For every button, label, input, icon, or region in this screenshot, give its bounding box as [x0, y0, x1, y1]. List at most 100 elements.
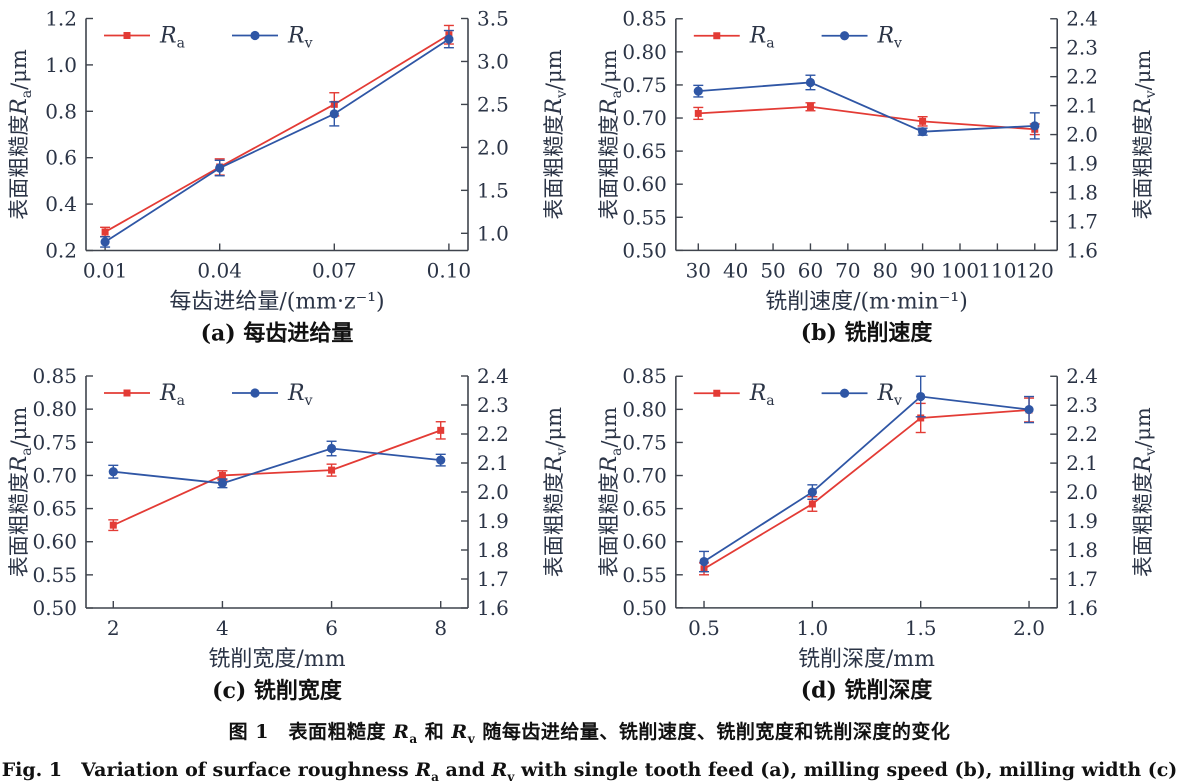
ra-symbol: Ra	[393, 721, 418, 746]
captions: 图 1 表面粗糙度 Ra 和 Rv 随每齿进给量、铣削速度、铣削宽度和铣削深度的…	[0, 717, 1179, 783]
chart-d-canvas: 0.50 0.55 0.60 0.65 0.70 0.75 0.80 0.85 1.6 1.7 1.…	[597, 364, 1159, 703]
data-point-rv	[217, 478, 228, 488]
legend-marker-rv	[839, 31, 850, 41]
x-tick-label: 0.10	[427, 259, 472, 283]
ra-symbol-base: R	[393, 721, 410, 743]
left-axis-title-c-prefix: 表面粗糙度	[7, 472, 31, 577]
series-line-rv	[698, 81, 1035, 133]
series-line-rv	[113, 447, 441, 485]
legend-marker-rv	[839, 388, 850, 398]
rv-symbol-sub: v	[467, 731, 476, 746]
left-tick-label: 0.70	[622, 106, 666, 130]
legend-label-base: R	[159, 24, 177, 49]
right-tick-label: 1.8	[1066, 180, 1098, 204]
data-point-rv	[100, 237, 110, 247]
legend-entry-rv: Rv	[821, 24, 903, 52]
ra-symbol-en-base: R	[415, 758, 432, 781]
rv-symbol-en: Rv	[492, 759, 515, 783]
legend-marker-ra	[713, 32, 721, 40]
ra-symbol-sub: a	[409, 731, 418, 746]
left-axis-title-a: 表面粗糙度Ra/μm	[7, 49, 35, 220]
right-axis-title-c: 表面粗糙度Rv/μm	[542, 407, 570, 577]
data-point-rv	[444, 34, 454, 44]
left-tick-label: 0.70	[622, 464, 666, 488]
right-tick-label: 1.7	[1066, 209, 1098, 233]
left-axis-title-d-unit: /μm	[597, 407, 621, 448]
chart-c-canvas: 0.50 0.55 0.60 0.65 0.70 0.75 0.80 0.85 1.6 1.7 1.…	[7, 364, 570, 704]
x-axis-label-a: 每齿进给量/(mm·z⁻¹)	[169, 290, 384, 315]
series-rv	[100, 29, 454, 248]
left-tick-label: 0.75	[622, 73, 666, 97]
x-tick-label: 6	[325, 616, 338, 640]
data-point-rv	[918, 127, 928, 137]
data-point-ra	[101, 228, 109, 236]
left-tick-label: 0.70	[32, 463, 77, 487]
caption-zh-pre: 图 1 表面粗糙度	[228, 721, 394, 743]
right-axis-title-b-unit: /μm	[1131, 50, 1155, 91]
legend-entry-rv: Rv	[232, 381, 313, 409]
right-tick-label: 2.3	[1066, 393, 1098, 417]
left-tick-label: 0.4	[45, 192, 77, 216]
left-axis-title-c-unit: /μm	[7, 407, 31, 448]
x-axis-label-d: 铣削深度/mm	[798, 647, 935, 672]
data-point-rv	[1024, 404, 1034, 415]
series-line-ra	[112, 429, 442, 526]
legend-label-base: R	[287, 381, 305, 406]
left-axis-title-d-prefix: 表面粗糙度	[597, 472, 621, 577]
data-point-rv	[699, 556, 709, 567]
legend-marker-rv	[250, 388, 260, 398]
right-axis-title-a-sub: v	[554, 90, 570, 99]
x-tick-label: 80	[873, 258, 898, 282]
x-tick-label: 30	[686, 258, 711, 282]
left-tick-label: 0.65	[622, 497, 666, 521]
legend-label-sub: a	[766, 393, 774, 409]
data-point-rv	[1030, 121, 1040, 131]
data-point-rv	[108, 467, 118, 477]
right-axis-title-b-sym: R	[1131, 98, 1156, 116]
chart-b: 0.50 0.55 0.60 0.65 0.70 0.75 0.80 0.85 1.6 1.7 1.…	[590, 0, 1179, 360]
legend-label-rv: Rv	[877, 24, 903, 52]
right-axis-title-b-prefix: 表面粗糙度	[1131, 115, 1155, 220]
data-point-rv	[215, 163, 225, 173]
caption-zh: 图 1 表面粗糙度 Ra 和 Rv 随每齿进给量、铣削速度、铣削宽度和铣削深度的…	[0, 717, 1179, 746]
x-tick-label: 40	[723, 258, 748, 282]
legend-label-sub: a	[766, 36, 774, 52]
chart-d: 0.50 0.55 0.60 0.65 0.70 0.75 0.80 0.85 1.6 1.7 1.…	[590, 360, 1179, 710]
legend-label-base: R	[877, 381, 895, 406]
left-tick-label: 0.50	[622, 238, 666, 262]
legend-label-sub: v	[893, 36, 902, 52]
right-tick-label: 1.0	[477, 221, 509, 245]
right-tick-label: 2.0	[1066, 480, 1098, 504]
left-tick-label: 0.75	[32, 430, 77, 454]
right-tick-label: 1.9	[477, 509, 509, 533]
x-tick-label: 4	[216, 616, 229, 640]
x-tick-label: 70	[835, 258, 860, 282]
legend-label-ra: Ra	[159, 381, 185, 409]
right-tick-label: 2.1	[1066, 94, 1098, 118]
x-tick-label: 120	[1016, 258, 1054, 282]
data-point-ra	[328, 466, 336, 474]
data-point-ra	[109, 521, 117, 529]
right-axis-title-c-unit: /μm	[542, 407, 566, 448]
right-axis-title-a-prefix: 表面粗糙度	[542, 115, 566, 220]
left-tick-label: 0.60	[32, 530, 77, 554]
right-axis-title-d-unit: /μm	[1131, 407, 1155, 448]
left-tick-label: 0.55	[622, 563, 666, 587]
left-axis-title-a-sub: a	[19, 90, 35, 98]
series-ra	[699, 397, 1035, 576]
legend-marker-rv	[250, 30, 260, 41]
right-tick-label: 2.3	[1066, 36, 1098, 60]
right-axis-title-d-sym: R	[1131, 456, 1156, 474]
left-tick-label: 0.8	[45, 99, 77, 123]
left-tick-label: 0.80	[32, 397, 77, 421]
right-tick-label: 2.3	[477, 393, 509, 417]
data-point-rv	[916, 391, 926, 402]
right-tick-label: 2.1	[477, 451, 509, 475]
legend-entry-rv: Rv	[232, 24, 313, 52]
x-tick-label: 0.01	[83, 259, 128, 283]
data-point-rv	[329, 109, 339, 119]
x-tick-label: 1.5	[905, 616, 937, 640]
left-axis-title-b-sym: R	[597, 98, 622, 116]
left-axis-title-d-sym: R	[597, 456, 622, 474]
right-axis-title-b: 表面粗糙度Rv/μm	[1131, 50, 1159, 220]
